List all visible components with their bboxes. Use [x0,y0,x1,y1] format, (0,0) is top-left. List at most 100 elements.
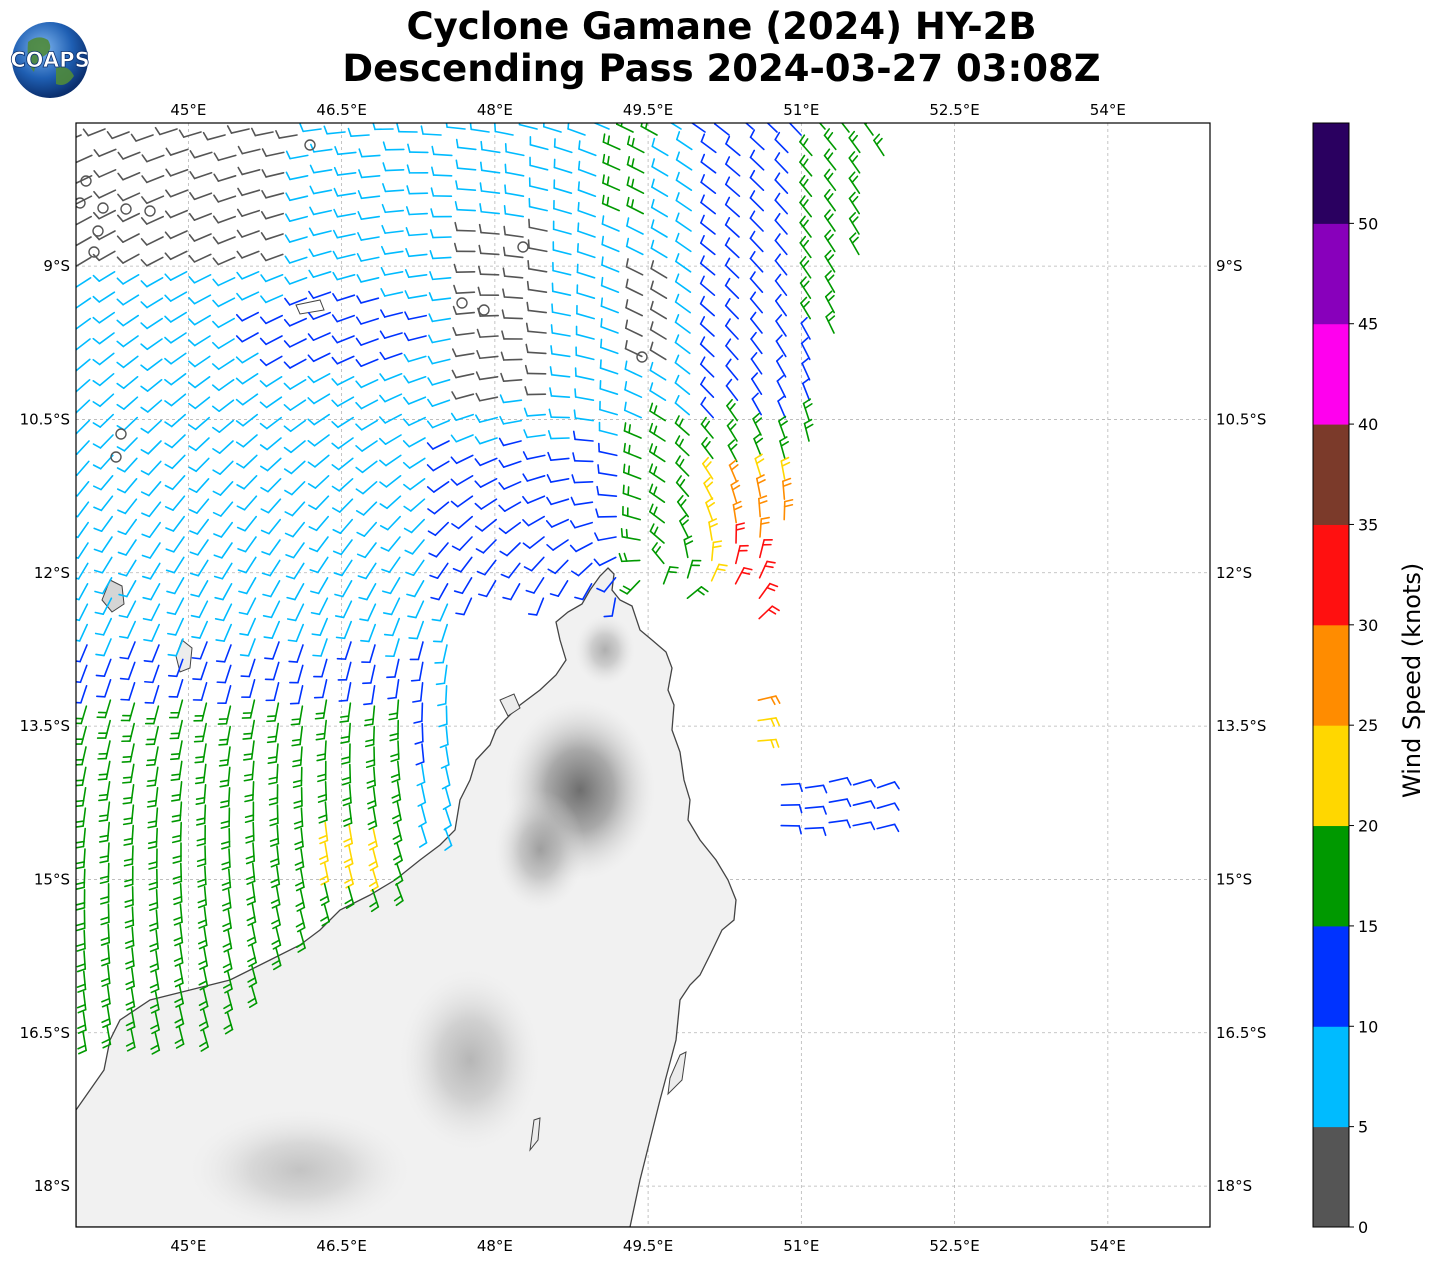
wind-barb [316,740,327,762]
wind-barb [118,579,137,598]
wind-barb [524,364,547,375]
wind-barb [355,501,378,516]
wind-barb [339,702,352,723]
wind-barb [260,232,284,241]
wind-barb [553,199,573,215]
wind-barb [356,542,377,559]
wind-barb [214,582,233,601]
wind-barb [268,763,279,785]
lat-tick-label-right: 13.5°S [1216,717,1266,735]
wind-barb [92,393,115,408]
wind-barb [194,763,207,785]
lon-tick-label-top: 52.5°E [929,101,979,119]
wind-barb [125,987,136,1011]
wind-barb [780,782,803,793]
wind-barb [569,520,594,529]
wind-barb [454,221,476,232]
wind-barb [574,388,595,402]
wind-barb [840,123,850,133]
wind-barb [418,824,428,848]
wind-barb [379,434,402,446]
wind-barb [92,332,115,345]
wind-barb [309,206,333,216]
wind-barb [76,460,90,476]
wind-barb [385,638,400,658]
wind-barb [569,542,593,553]
wind-barb [195,783,207,805]
wind-barb [824,229,836,253]
wind-barb [97,760,111,781]
wind-barb [823,148,837,171]
wind-barb [147,827,158,850]
wind-barb [92,434,114,449]
wind-barb [96,699,112,719]
wind-barb [188,233,212,242]
wind-barb [92,413,114,428]
wind-barb [344,885,355,910]
wind-barb [141,175,165,184]
wind-barb [355,337,379,346]
wind-barb [574,367,595,381]
wind-barb [125,1008,136,1032]
wind-barb [648,483,666,504]
wind-barb [116,355,139,369]
wind-barb [774,192,789,215]
wind-barb [751,372,763,396]
wind-barb [142,582,161,601]
wind-barb [527,260,548,273]
wind-barb [396,123,418,133]
wind-barb [357,211,381,220]
lon-tick-label-top: 49.5°E [623,101,673,119]
wind-barb [455,180,477,191]
wind-barb [173,923,184,947]
wind-barb [340,722,352,744]
wind-barb [222,970,233,994]
wind-barb [299,123,322,133]
wind-barb [343,824,353,848]
wind-barb [710,563,728,582]
wind-barb [500,372,523,382]
wind-barb [429,271,452,281]
wind-barb [355,358,379,368]
wind-barb [166,576,185,595]
wind-barb [622,484,642,501]
wind-barb [480,140,501,154]
wind-barb [479,161,501,174]
wind-barb [683,535,694,559]
wind-barb [778,415,788,439]
wind-barb [140,480,162,497]
wind-barb [380,536,401,552]
wind-barb [355,378,379,389]
wind-barb [649,321,667,340]
chart-title-line-2: Descending Pass 2024-03-27 03:08Z [342,47,1101,90]
wind-barb [625,278,644,297]
colorbar: 0 5 10 15 20 25 30 35 40 45 50 [1312,122,1378,1237]
wind-barb [92,270,116,282]
wind-barb [260,498,282,514]
wind-barb [799,256,812,279]
wind-barb [675,151,693,171]
wind-barb [357,190,381,200]
wind-barb [734,567,753,585]
wind-barb [283,460,306,475]
wind-barb [774,233,788,256]
wind-barb [188,294,212,305]
wind-barb [308,495,330,510]
wind-barb [504,142,525,157]
wind-barb [221,848,231,871]
wind-barb [754,453,765,477]
wind-barb [164,352,187,365]
wind-barb [651,137,669,157]
wind-barb [601,256,620,273]
wind-barb [602,174,621,191]
wind-barb [525,343,547,355]
wind-barb [146,766,159,787]
colorbar-bin [1313,925,1349,1027]
wind-barb [572,430,594,442]
wind-barb [782,477,792,501]
wind-barb [236,250,260,259]
wind-barb [196,845,207,868]
wind-barb [359,603,377,622]
wind-barb [260,211,285,220]
wind-barb [315,719,328,741]
